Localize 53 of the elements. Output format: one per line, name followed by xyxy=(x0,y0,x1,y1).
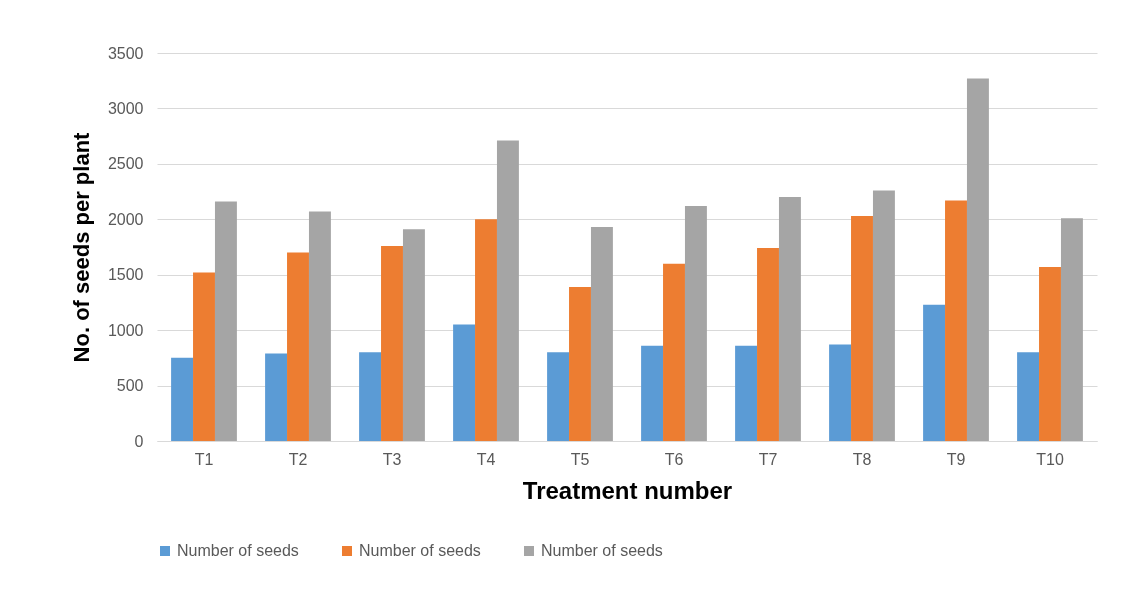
bar xyxy=(945,200,967,441)
legend-label: Number of seeds xyxy=(177,542,299,559)
x-tick-label: T10 xyxy=(1036,450,1064,468)
legend-label: Number of seeds xyxy=(541,542,663,559)
bar xyxy=(308,211,331,441)
y-tick-label: 2500 xyxy=(107,155,144,173)
x-tick-label: T8 xyxy=(852,450,872,468)
bar xyxy=(1060,218,1083,441)
y-tick-label: 3500 xyxy=(107,44,144,62)
bar xyxy=(171,357,194,441)
y-tick-label: 500 xyxy=(116,377,144,395)
x-tick-label: T3 xyxy=(382,450,402,468)
y-axis-title: No. of seeds per plant xyxy=(68,131,94,363)
bar xyxy=(757,248,779,441)
bar xyxy=(569,286,591,441)
bar xyxy=(265,353,288,441)
bar xyxy=(966,78,989,441)
bar xyxy=(496,140,519,441)
bar xyxy=(453,324,476,441)
bar xyxy=(851,215,873,441)
bar xyxy=(872,190,895,441)
x-tick-label: T9 xyxy=(946,450,966,468)
bar xyxy=(778,197,801,441)
bar xyxy=(475,219,497,441)
bar xyxy=(193,272,215,441)
bar xyxy=(381,245,403,441)
y-tick-label: 1500 xyxy=(107,266,144,284)
x-axis-title: Treatment number xyxy=(522,476,733,504)
bar xyxy=(684,205,707,441)
y-tick-label: 1000 xyxy=(107,321,144,339)
bar xyxy=(735,345,758,441)
x-tick-label: T4 xyxy=(476,450,496,468)
x-tick-label: T7 xyxy=(758,450,778,468)
legend-label: Number of seeds xyxy=(359,542,481,559)
x-tick-label: T2 xyxy=(288,450,308,468)
x-tick-label: T6 xyxy=(664,450,684,468)
bar xyxy=(641,345,664,441)
bar xyxy=(359,352,382,441)
bar xyxy=(547,352,570,441)
bar xyxy=(402,229,425,441)
y-tick-label: 0 xyxy=(134,432,144,450)
bar xyxy=(1017,352,1040,441)
x-tick-label: T1 xyxy=(194,450,214,468)
bar xyxy=(923,304,946,441)
bar xyxy=(214,201,237,441)
y-tick-label: 3000 xyxy=(107,99,144,117)
bar xyxy=(590,227,613,441)
bar xyxy=(1039,266,1061,441)
bar xyxy=(663,263,685,441)
bar xyxy=(829,344,852,441)
bar xyxy=(287,252,309,441)
x-tick-label: T5 xyxy=(570,450,590,468)
y-tick-label: 2000 xyxy=(107,210,144,228)
